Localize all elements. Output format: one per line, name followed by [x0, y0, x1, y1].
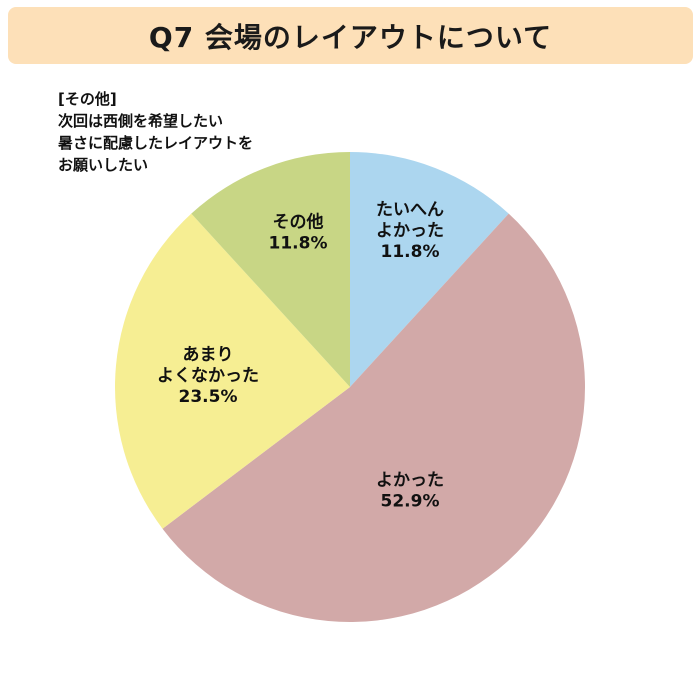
slice-category-label: たいへん	[376, 200, 444, 220]
slice-category-label: あまり	[183, 345, 234, 365]
other-comment-note: [その他] 次回は西側を希望したい 暑さに配慮したレイアウトを お願いしたい	[58, 88, 253, 176]
slice-percent-label: 23.5%	[179, 387, 238, 407]
slice-percent-label: 11.8%	[269, 234, 328, 254]
chart-title: Q7 会場のレイアウトについて	[148, 20, 553, 54]
note-line: 暑さに配慮したレイアウトを	[58, 134, 254, 152]
pie-slice	[191, 152, 350, 387]
title-banner: Q7 会場のレイアウトについて	[8, 7, 693, 64]
slice-category-label: その他	[273, 212, 324, 233]
note-line: お願いしたい	[58, 156, 149, 174]
note-line: 次回は西側を希望したい	[58, 112, 224, 130]
slice-category-label: よかった	[376, 221, 444, 241]
pie-slice	[162, 213, 585, 622]
note-line: [その他]	[58, 90, 117, 108]
slice-percent-label: 11.8%	[381, 242, 440, 262]
pie-slice	[350, 152, 509, 387]
slice-category-label: よかった	[376, 471, 444, 491]
slice-percent-label: 52.9%	[381, 492, 440, 512]
slice-category-label: よくなかった	[157, 366, 259, 386]
pie-slice	[115, 213, 350, 529]
